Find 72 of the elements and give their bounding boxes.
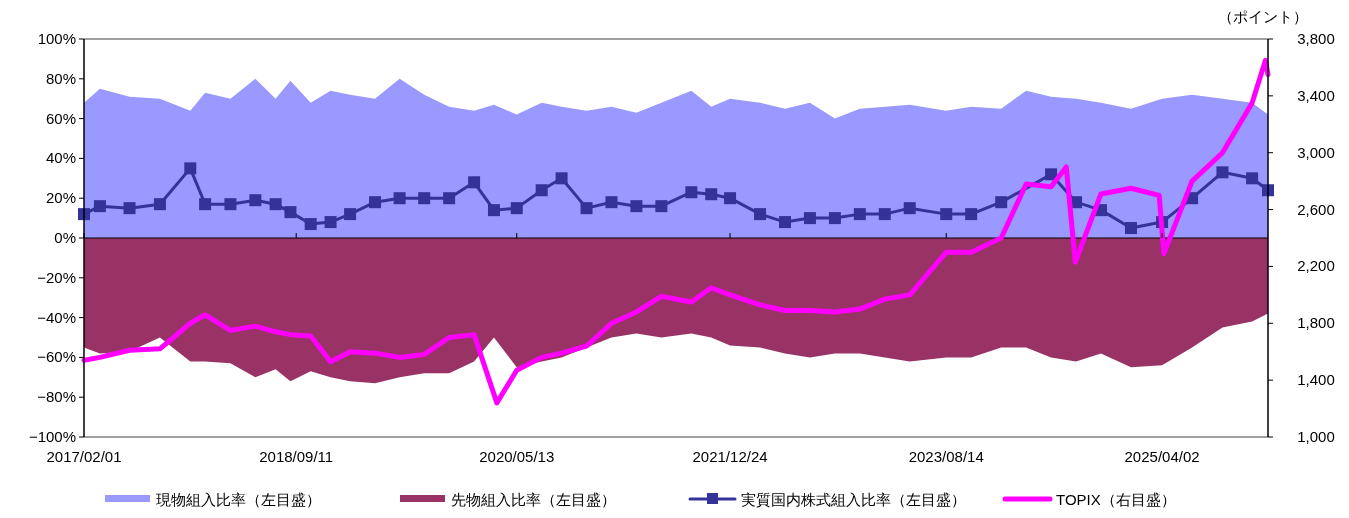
point — [510, 202, 523, 215]
point — [630, 200, 643, 213]
y-tick-label: 80% — [45, 69, 76, 87]
y2-axis-title: （ポイント） — [1218, 8, 1308, 25]
point — [878, 208, 891, 221]
y2-tick-label: 2,200 — [1297, 257, 1335, 275]
point — [284, 206, 297, 219]
point — [655, 200, 668, 213]
legend-label: 実質国内株式組入比率（左目盛） — [741, 491, 966, 508]
point — [153, 198, 166, 211]
point — [535, 184, 548, 197]
point — [779, 216, 791, 229]
point — [324, 216, 337, 229]
point — [803, 212, 816, 225]
point — [487, 204, 500, 217]
point — [853, 208, 866, 221]
point — [705, 188, 718, 201]
y-tick-label: −20% — [37, 268, 76, 286]
y2-tick-label: 1,800 — [1297, 314, 1335, 332]
point — [249, 194, 262, 207]
y2-tick-label: 1,000 — [1297, 428, 1335, 445]
point — [443, 192, 456, 205]
x-tick-label: 2025/04/02 — [1124, 448, 1200, 465]
x-tick-label: 2021/12/24 — [692, 448, 768, 465]
x-tick-label: 2023/08/14 — [908, 448, 984, 465]
point — [269, 198, 282, 211]
point — [418, 192, 431, 205]
x-tick-label: 2017/02/01 — [46, 448, 122, 465]
point — [1246, 172, 1259, 185]
point — [754, 208, 767, 221]
y-tick-label: −60% — [37, 348, 76, 366]
point — [903, 202, 916, 215]
point — [344, 208, 357, 221]
point — [393, 192, 406, 205]
y2-tick-label: 2,600 — [1297, 200, 1335, 218]
y-tick-label: 60% — [45, 109, 76, 127]
point — [1124, 222, 1137, 235]
point — [555, 172, 568, 185]
legend-label: 先物組入比率（左目盛） — [451, 491, 616, 508]
y2-tick-label: 3,000 — [1297, 143, 1335, 161]
y-tick-label: 20% — [45, 189, 76, 207]
y2-tick-label: 3,400 — [1297, 86, 1335, 104]
point — [605, 196, 618, 209]
y2-tick-label: 3,800 — [1297, 30, 1335, 47]
point — [304, 218, 317, 231]
y-tick-label: −40% — [37, 308, 76, 326]
y-tick-label: −100% — [28, 428, 76, 445]
legend-label: 現物組入比率（左目盛） — [156, 491, 321, 508]
x-tick-label: 2020/05/13 — [479, 448, 555, 465]
y-tick-label: 100% — [37, 30, 76, 47]
point — [93, 200, 106, 213]
point — [995, 196, 1008, 209]
legend-label: TOPIX（右目盛） — [1056, 491, 1176, 508]
point — [468, 176, 481, 189]
point — [123, 202, 136, 215]
point — [580, 202, 593, 215]
point — [184, 162, 197, 175]
point — [965, 208, 978, 221]
point — [199, 198, 212, 211]
y-tick-label: 0% — [54, 229, 76, 246]
point — [369, 196, 382, 209]
point — [1216, 166, 1229, 179]
y-tick-label: 40% — [45, 149, 76, 167]
point — [828, 212, 841, 225]
point — [724, 192, 737, 205]
x-tick-label: 2018/09/11 — [259, 448, 334, 465]
point — [1045, 168, 1058, 181]
point — [685, 186, 698, 199]
y2-tick-label: 1,400 — [1297, 371, 1335, 389]
point — [224, 198, 237, 211]
y-tick-label: −80% — [37, 388, 76, 406]
point — [940, 208, 953, 221]
